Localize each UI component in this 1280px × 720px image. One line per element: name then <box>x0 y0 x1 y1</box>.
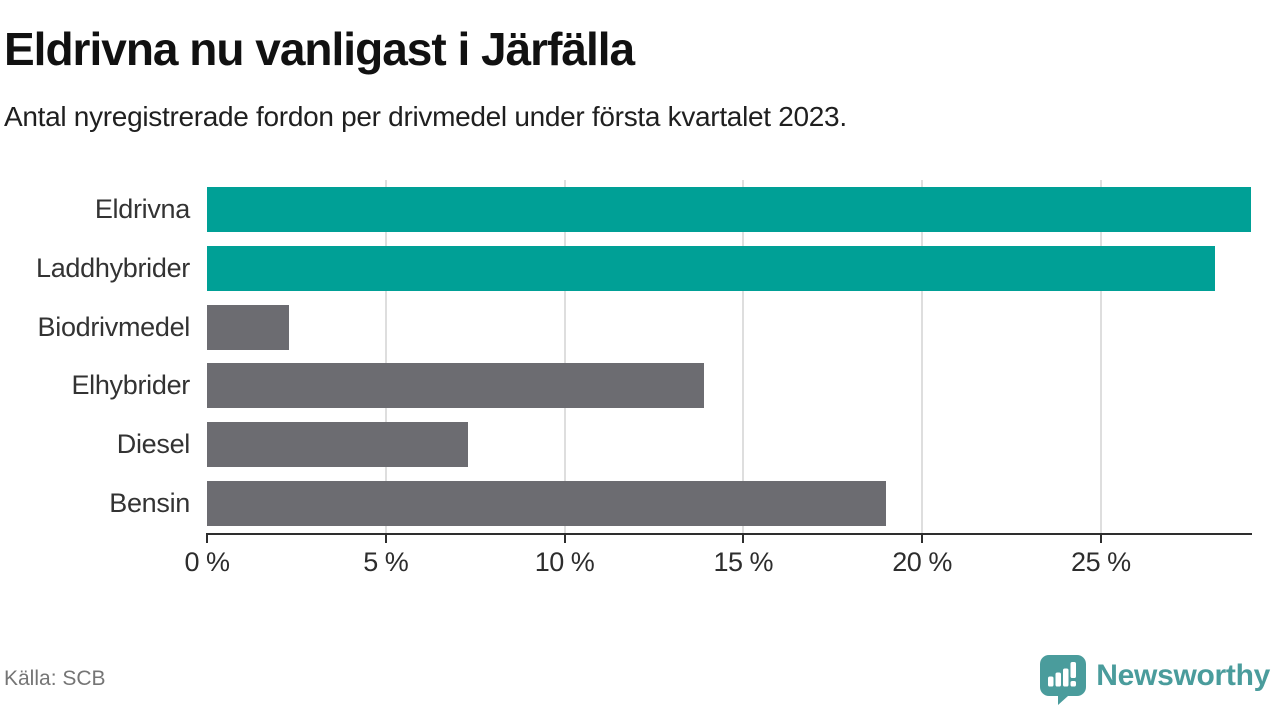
gridline <box>563 180 566 533</box>
x-tick-label: 0 % <box>184 547 230 577</box>
category-label: Eldrivna <box>94 193 190 224</box>
bar-bensin <box>207 481 887 527</box>
bar-laddhybrider <box>207 245 1216 291</box>
gridline <box>384 180 387 533</box>
category-label: Biodrivmedel <box>37 311 191 342</box>
x-tick-label: 5 % <box>363 547 409 577</box>
bar-chart-pin-icon <box>1040 655 1087 705</box>
x-tick <box>1099 535 1102 543</box>
gridline <box>1099 180 1102 533</box>
gridline <box>742 180 745 533</box>
x-tick-label: 10 % <box>534 547 595 577</box>
source-note: Källa: SCB <box>4 667 106 690</box>
x-tick <box>384 535 387 543</box>
bar-biodrivmedel <box>207 304 290 350</box>
bar-diesel <box>207 422 468 468</box>
category-label: Bensin <box>109 488 190 519</box>
x-tick-label: 25 % <box>1071 547 1131 577</box>
x-tick <box>206 535 208 543</box>
category-label: Laddhybrider <box>35 252 190 283</box>
page-title: Eldrivna nu vanligast i Järfälla <box>4 23 635 75</box>
newsworthy-wordmark: Newsworthy <box>1096 659 1270 692</box>
x-tick-label: 20 % <box>892 547 952 577</box>
x-tick <box>742 535 745 543</box>
bar-eldrivna <box>207 186 1251 232</box>
bar-elhybrider <box>207 363 704 409</box>
x-axis-line <box>206 533 1252 535</box>
page-subtitle: Antal nyregistrerade fordon per drivmede… <box>4 101 847 132</box>
x-tick-label: 15 % <box>713 547 774 577</box>
newsworthy-logo: Newsworthy <box>1040 655 1270 705</box>
category-label: Elhybrider <box>71 370 190 401</box>
gridline <box>921 180 924 533</box>
x-tick <box>563 535 566 543</box>
x-tick <box>921 535 924 543</box>
category-label: Diesel <box>116 429 191 460</box>
